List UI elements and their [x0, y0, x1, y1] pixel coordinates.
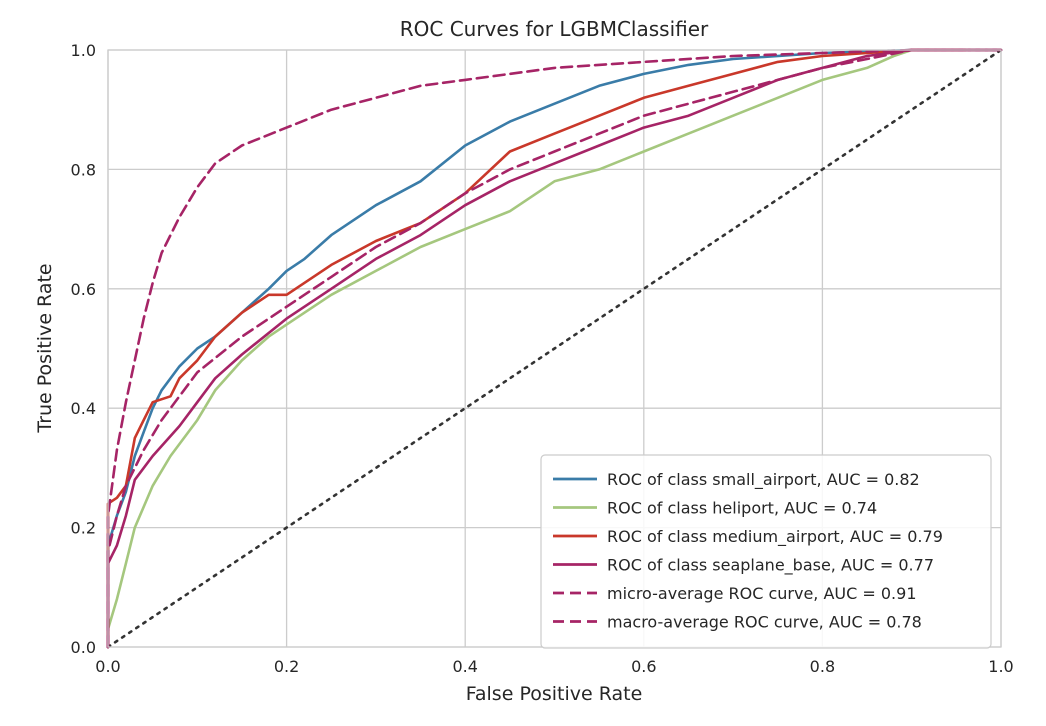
series-line-roc-of-class-heliport	[106, 48, 1003, 649]
legend-entry: ROC of class small_airport, AUC = 0.82	[553, 470, 920, 490]
y-tick-label: 0.6	[71, 280, 96, 299]
x-tick-label: 0.2	[274, 657, 299, 676]
y-tick-label: 0.4	[71, 399, 96, 418]
legend-entry: macro-average ROC curve, AUC = 0.78	[553, 613, 922, 632]
x-axis-label: False Positive Rate	[466, 683, 643, 705]
y-tick-label: 0.0	[71, 638, 96, 657]
y-tick-label: 1.0	[71, 41, 96, 60]
legend-entry: ROC of class medium_airport, AUC = 0.79	[553, 527, 943, 547]
legend-label: ROC of class medium_airport, AUC = 0.79	[607, 527, 943, 547]
legend-entry: ROC of class heliport, AUC = 0.74	[553, 499, 877, 518]
y-tick-label: 0.8	[71, 160, 96, 179]
legend-entry: micro-average ROC curve, AUC = 0.91	[553, 584, 917, 603]
chart-title: ROC Curves for LGBMClassifier	[400, 17, 709, 41]
legend-label: macro-average ROC curve, AUC = 0.78	[607, 613, 922, 632]
chance-line	[106, 48, 1003, 649]
x-tick-label: 0.0	[95, 657, 120, 676]
y-axis-label: True Positive Rate	[34, 263, 56, 433]
legend-entry: ROC of class seaplane_base, AUC = 0.77	[553, 556, 934, 576]
x-tick-label: 0.8	[810, 657, 835, 676]
legend-label: ROC of class heliport, AUC = 0.74	[607, 499, 877, 518]
y-tick-label: 0.2	[71, 519, 96, 538]
x-tick-label: 1.0	[988, 657, 1013, 676]
legend-label: micro-average ROC curve, AUC = 0.91	[607, 584, 917, 603]
curves	[106, 48, 1003, 649]
tick-labels: 0.0 0.2 0.4 0.6 0.8 1.0 0.0 0.2 0.4 0.6 0.8 1.0	[71, 41, 1014, 676]
x-tick-label: 0.6	[631, 657, 656, 676]
legend-label: ROC of class seaplane_base, AUC = 0.77	[607, 556, 934, 576]
legend: ROC of class small_airport, AUC = 0.82 RO…	[540, 454, 992, 649]
series-line-macro-average-roc-curve	[106, 48, 1003, 649]
series-line-micro-average-roc-curve	[106, 48, 1003, 649]
series-line-roc-of-class-medium-airport	[106, 48, 967, 649]
legend-box	[540, 454, 992, 649]
x-tick-label: 0.4	[452, 657, 477, 676]
series-line-roc-of-class-small-airport	[106, 48, 1003, 649]
legend-label: ROC of class small_airport, AUC = 0.82	[607, 470, 920, 490]
